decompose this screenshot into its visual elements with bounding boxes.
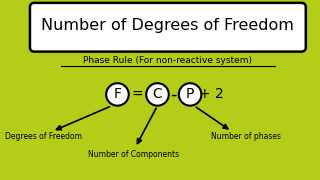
Text: + 2: + 2: [199, 87, 224, 102]
Text: Number of phases: Number of phases: [212, 132, 282, 141]
Text: F: F: [113, 87, 121, 102]
Text: Number of Components: Number of Components: [88, 150, 179, 159]
Text: Degrees of Freedom: Degrees of Freedom: [5, 132, 82, 141]
FancyBboxPatch shape: [30, 3, 306, 52]
Text: =: =: [132, 87, 143, 102]
Text: -: -: [171, 86, 177, 104]
Text: Number of Degrees of Freedom: Number of Degrees of Freedom: [41, 18, 294, 33]
Text: C: C: [153, 87, 162, 102]
Text: P: P: [186, 87, 194, 102]
Circle shape: [146, 83, 169, 106]
Text: Phase Rule (For non-reactive system): Phase Rule (For non-reactive system): [84, 56, 252, 65]
Circle shape: [179, 83, 201, 106]
Circle shape: [106, 83, 129, 106]
